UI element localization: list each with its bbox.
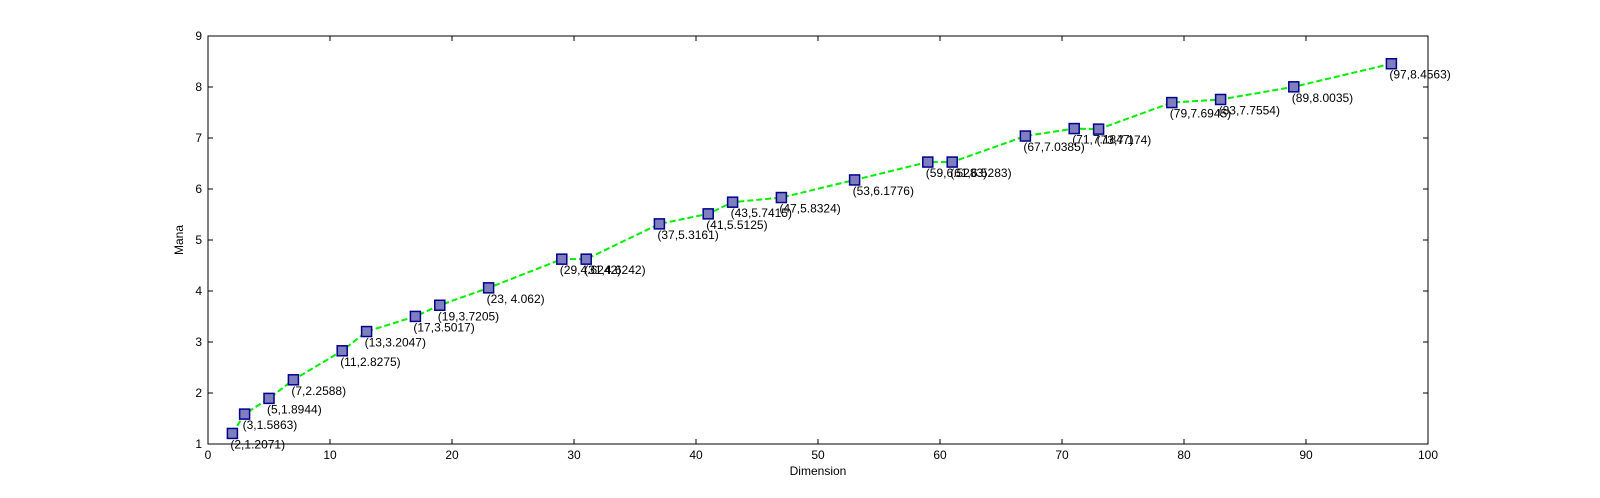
data-point <box>434 299 446 312</box>
data-label: (17,3.5017) <box>413 320 474 334</box>
data-point <box>848 174 861 186</box>
y-axis-label: Mana <box>172 225 186 255</box>
data-label: (61,6.5283) <box>950 166 1011 180</box>
data-labels: (2,1.2071) (3,1.5863) (5,1.8944) (7,2.2588)… <box>230 68 1450 452</box>
y-tick-label: 4 <box>195 284 202 298</box>
data-label: (43,5.7415) <box>731 206 792 220</box>
y-tick-label: 5 <box>195 233 202 247</box>
x-tick-label: 60 <box>933 448 947 462</box>
data-point <box>922 156 934 168</box>
x-tick-label: 100 <box>1418 448 1438 462</box>
x-tick-label: 50 <box>811 448 825 462</box>
data-point <box>556 253 568 265</box>
data-label: (41,5.5125) <box>706 218 767 232</box>
data-label: (11,2.8275) <box>340 355 401 369</box>
data-point <box>263 392 275 405</box>
data-label: (71,7.1847) <box>1072 133 1133 147</box>
y-tick-label: 8 <box>195 80 202 94</box>
data-label: (7,2.2588) <box>291 384 346 398</box>
y-axis: 1 2 3 4 5 6 7 8 9 <box>195 29 1428 451</box>
y-tick-label: 6 <box>195 182 202 196</box>
x-tick-label: 20 <box>445 448 459 462</box>
y-tick-label: 1 <box>195 437 202 451</box>
data-point <box>1385 57 1398 70</box>
data-label: (2,1.2071) <box>230 437 285 451</box>
data-label: (5,1.8944) <box>267 402 322 416</box>
data-point <box>653 218 666 230</box>
data-label: (83,7.7554) <box>1219 103 1280 117</box>
data-point <box>1288 81 1300 93</box>
data-label: (23, 4.062) <box>487 292 545 306</box>
data-point <box>702 208 714 220</box>
x-tick-label: 0 <box>205 448 212 462</box>
data-point <box>287 374 300 386</box>
data-point <box>1166 96 1178 109</box>
data-label: (79,7.6945) <box>1170 107 1231 121</box>
data-point <box>1092 123 1105 135</box>
data-label: (29,4.6242) <box>560 263 621 277</box>
data-point <box>1019 130 1032 142</box>
y-tick-label: 7 <box>195 131 202 145</box>
data-label: (67,7.0385) <box>1023 140 1084 154</box>
x-tick-label: 80 <box>1177 448 1191 462</box>
data-label: (37,5.3161) <box>657 228 718 242</box>
data-point <box>946 156 958 168</box>
x-tick-label: 90 <box>1299 448 1313 462</box>
data-label: (73,7.174) <box>1097 133 1152 147</box>
data-label: (53,6.1776) <box>853 184 914 198</box>
y-tick-label: 9 <box>195 29 202 43</box>
axes-frame <box>207 35 1429 445</box>
y-tick-label: 2 <box>195 386 202 400</box>
data-point <box>360 325 373 338</box>
x-axis-label: Dimension <box>790 464 847 478</box>
plot-area <box>207 35 1429 445</box>
data-point <box>1068 122 1080 135</box>
data-point <box>238 408 251 420</box>
data-label: (19,3.7205) <box>438 309 499 323</box>
x-axis: 0 10 20 30 40 50 60 70 80 90 100 <box>205 36 1438 462</box>
x-tick-label: 30 <box>567 448 581 462</box>
data-label: (59,6.5283) <box>926 166 987 180</box>
data-point <box>726 196 739 208</box>
data-label: (97,8.4563) <box>1389 68 1450 82</box>
x-tick-label: 40 <box>689 448 703 462</box>
data-label: (89,8.0035) <box>1292 91 1353 105</box>
data-point <box>336 345 348 357</box>
data-label: (3,1.5863) <box>243 418 298 432</box>
data-markers <box>226 57 1398 440</box>
data-label: (31,4.6242) <box>584 263 645 277</box>
y-tick-label: 3 <box>195 335 202 349</box>
x-tick-label: 70 <box>1055 448 1069 462</box>
data-point <box>482 282 495 294</box>
data-point <box>775 191 788 204</box>
data-point <box>580 253 592 265</box>
data-label: (47,5.8324) <box>779 202 840 216</box>
data-point <box>409 310 422 323</box>
data-point <box>1214 93 1227 106</box>
data-point <box>226 427 239 440</box>
x-tick-label: 10 <box>323 448 337 462</box>
data-label: (13,3.2047) <box>365 336 426 350</box>
